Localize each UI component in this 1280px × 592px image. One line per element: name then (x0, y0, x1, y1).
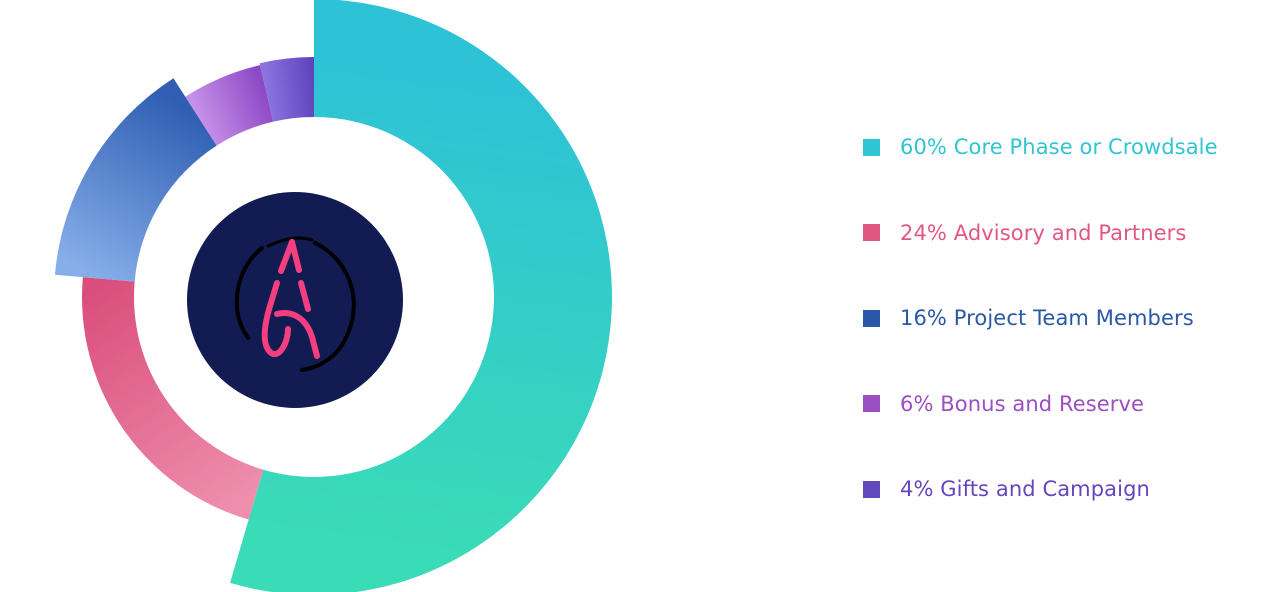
logo-background (187, 192, 403, 408)
donut-slice-bonus-and-reserve (185, 65, 274, 146)
donut-slices (54, 0, 612, 592)
legend-item: 24% Advisory and Partners (863, 212, 1273, 254)
donut-chart-svg (54, 0, 612, 592)
legend-label: 16% Project Team Members (900, 306, 1194, 330)
donut-slice-advisory-and-partners (81, 277, 264, 520)
legend-label: 60% Core Phase or Crowdsale (900, 135, 1218, 159)
center-logo (187, 192, 403, 408)
legend-swatch (863, 224, 880, 241)
legend-swatch (863, 138, 880, 156)
chart-legend: 60% Core Phase or Crowdsale 24% Advisory … (863, 126, 1273, 510)
donut-slice-core-phase-or-crowdsale (230, 0, 612, 592)
legend-label: 4% Gifts and Campaign (900, 477, 1150, 501)
donut-slice-gifts-and-campaign (259, 57, 314, 122)
legend-item: 4% Gifts and Campaign (863, 468, 1273, 510)
donut-chart (54, 0, 612, 592)
legend-item: 16% Project Team Members (863, 297, 1273, 339)
legend-label: 6% Bonus and Reserve (900, 391, 1145, 416)
legend-swatch (863, 395, 880, 412)
legend-swatch (863, 309, 880, 327)
legend-item: 60% Core Phase or Crowdsale (863, 126, 1273, 168)
a-logo-icon (234, 236, 356, 372)
legend-label: 24% Advisory and Partners (900, 220, 1187, 245)
legend-item: 6% Bonus and Reserve (863, 383, 1273, 425)
legend-swatch (863, 480, 880, 498)
donut-slice-project-team-members (54, 78, 217, 282)
